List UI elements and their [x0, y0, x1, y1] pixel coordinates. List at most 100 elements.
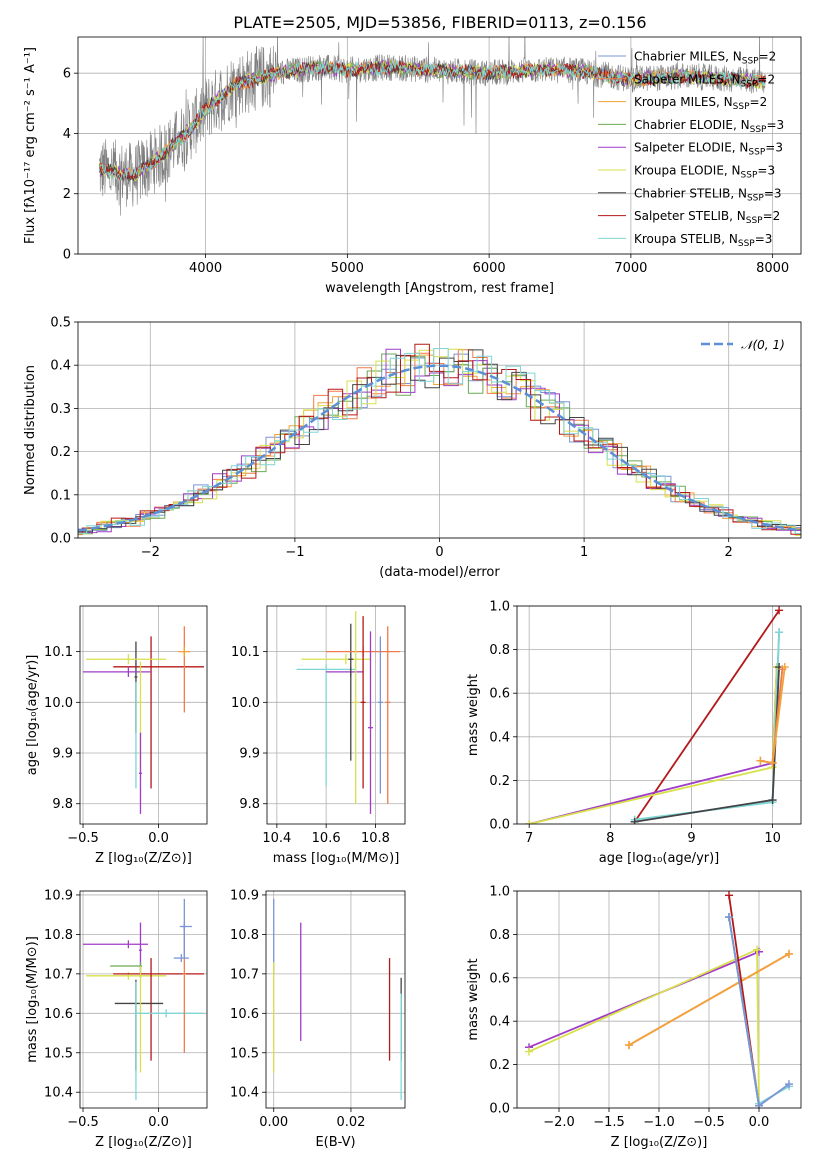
data-point-marker: [780, 663, 789, 672]
y-axis-label: Flux [fλ10⁻¹⁷ erg cm⁻² s⁻¹ A⁻¹]: [23, 47, 38, 244]
plot-area: [296, 611, 401, 814]
x-tick-label: 0.02: [336, 1115, 365, 1130]
panel-age_vs_mass: 10.4 10.6 10.8 9.8 9.9 10.0 10.1 mass [log₁₀(M/…: [231, 605, 406, 866]
panel-spectrum: 4000 5000 6000 7000 8000 0 2 4 6 wavelength [Angs…: [23, 36, 802, 296]
x-tick-label: 4000: [189, 261, 222, 276]
model-spectrum-line: [98, 59, 766, 181]
data-point-marker: [755, 1101, 763, 1108]
x-tick-label: −0.5: [67, 831, 99, 846]
figure-title: PLATE=2505, MJD=53856, FIBERID=0113, z=0…: [233, 13, 646, 32]
x-tick-label: 10.6: [312, 831, 341, 846]
data-point-marker: [785, 949, 793, 958]
mass-weight-line: [628, 953, 790, 1046]
data-point-marker: [756, 756, 765, 765]
y-tick-label: 0.4: [50, 359, 71, 374]
y-tick-label: 0: [63, 248, 71, 263]
data-point-marker: [768, 796, 777, 805]
x-tick-label: 1: [580, 545, 588, 560]
x-tick-label: 7: [525, 831, 533, 846]
legend-label: Chabrier STELIB, NSSP=3: [634, 186, 782, 203]
legend-label: Chabrier MILES, NSSP=2: [634, 50, 776, 67]
y-tick-label: 1.0: [489, 600, 510, 615]
x-tick-label: 0.0: [148, 1115, 169, 1130]
data-point-marker: [625, 1041, 633, 1050]
data-point-marker: [725, 913, 733, 922]
data-point-marker: [775, 606, 784, 615]
x-axis-label: mass [log₁₀(M/M⊙)]: [273, 851, 400, 866]
panel-residuals: −2 −1 0 1 2 0.0 0.1 0.2 0.3 0.4 0.5 (data-model)/er…: [23, 316, 802, 580]
panel-mass_vs_EBV: 0.00 0.02 10.4 10.5 10.6 10.7 10.8 10.9 E(B-V): [230, 888, 406, 1150]
histogram-step-line: [78, 343, 801, 535]
y-tick-label: 10.6: [230, 1007, 259, 1022]
data-point-marker: [525, 1047, 533, 1056]
mass-weight-line: [634, 666, 780, 823]
plot-area: [98, 37, 766, 216]
legend-label: Chabrier ELODIE, NSSP=3: [634, 118, 784, 135]
x-axis-label: (data-model)/error: [379, 565, 500, 580]
y-tick-label: 10.6: [44, 1007, 73, 1022]
x-axis-label: Z [log₁₀(Z/Z⊙)]: [611, 1135, 708, 1150]
x-axis-label: E(B-V): [315, 1135, 355, 1150]
y-tick-label: 9.9: [239, 747, 260, 762]
axes-frame: [516, 605, 802, 825]
y-tick-label: 10.8: [230, 928, 259, 943]
y-tick-label: 0.1: [50, 488, 71, 503]
x-axis-label: wavelength [Angstrom, rest frame]: [325, 281, 554, 296]
y-tick-label: 10.7: [44, 967, 73, 982]
y-tick-label: 2: [63, 187, 71, 202]
y-axis-label: Normed distribution: [23, 365, 38, 495]
y-tick-label: 1.0: [489, 885, 510, 900]
x-tick-label: 10.8: [361, 831, 390, 846]
axes-frame: [77, 36, 802, 255]
x-tick-label: 10.4: [262, 831, 291, 846]
y-tick-label: 0.0: [489, 1102, 510, 1117]
data-point-marker: [525, 820, 534, 824]
mass-weight-line: [528, 948, 760, 1104]
legend-label: Kroupa ELODIE, NSSP=3: [634, 164, 775, 181]
y-tick-label: 10.5: [44, 1046, 73, 1061]
y-tick-label: 10.0: [44, 696, 73, 711]
x-tick-label: 10: [764, 831, 781, 846]
y-axis-label: age [log₁₀(age/yr)]: [25, 655, 40, 776]
axes-frame: [516, 890, 802, 1109]
y-tick-label: 0.5: [50, 316, 71, 331]
y-tick-label: 0.8: [489, 643, 510, 658]
data-point-marker: [725, 891, 733, 900]
model-spectrum-line: [98, 60, 766, 182]
y-axis-label: mass weight: [466, 958, 481, 1040]
y-tick-label: 10.1: [44, 645, 73, 660]
y-tick-label: 0.4: [489, 730, 510, 745]
x-tick-label: 6000: [473, 261, 506, 276]
data-point-marker: [630, 817, 639, 824]
plot-area: [525, 606, 789, 824]
y-tick-label: 10.9: [44, 888, 73, 903]
panel-age_vs_Z: −0.5 0.0 9.8 9.9 10.0 10.1 Z [log₁₀(Z/Z⊙)] age …: [25, 605, 208, 866]
x-axis-label: age [log₁₀(age/yr)]: [599, 851, 720, 866]
legend-label: Salpeter ELODIE, NSSP=3: [634, 141, 783, 158]
x-axis-label: Z [log₁₀(Z/Z⊙)]: [95, 851, 192, 866]
y-tick-label: 10.7: [230, 967, 259, 982]
data-point-marker: [768, 758, 777, 767]
axes-frame: [79, 890, 208, 1109]
y-tick-label: 0.4: [489, 1015, 510, 1030]
data-point-marker: [753, 945, 761, 954]
mass-weight-line: [633, 609, 780, 823]
x-tick-label: −1.5: [593, 1115, 625, 1130]
x-tick-label: 0: [435, 545, 443, 560]
axes-frame: [266, 605, 406, 825]
x-tick-label: −0.5: [693, 1115, 725, 1130]
y-tick-label: 0.6: [489, 687, 510, 702]
panel-mass_vs_Z: −0.5 0.0 10.4 10.5 10.6 10.7 10.8 10.9 Z [log₁₀(…: [25, 888, 208, 1150]
x-tick-label: 8000: [756, 261, 789, 276]
x-tick-label: 8: [606, 831, 614, 846]
y-tick-label: 9.9: [52, 747, 73, 762]
y-tick-label: 0.0: [489, 818, 510, 833]
x-tick-label: 0.0: [749, 1115, 770, 1130]
mass-weight-line: [528, 666, 778, 824]
y-axis-label: mass [log₁₀(M/M⊙)]: [25, 936, 40, 1063]
histogram-step-line: [78, 349, 801, 533]
data-point-marker: [785, 1080, 793, 1089]
plot-area: [78, 343, 801, 536]
y-axis-label: mass weight: [466, 674, 481, 756]
